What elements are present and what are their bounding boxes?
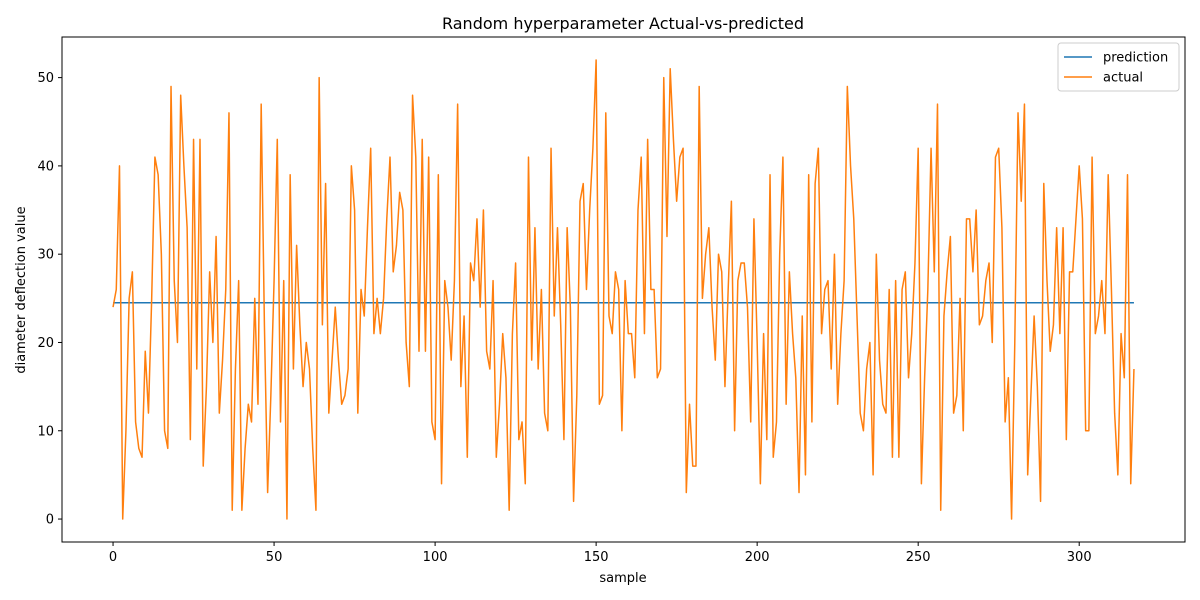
x-axis: 0 50 100 150 200 250 300 (109, 542, 1092, 565)
legend-label-prediction: prediction (1103, 51, 1168, 66)
y-tick-label: 20 (37, 336, 54, 351)
x-tick-label: 200 (745, 550, 770, 565)
chart-title: Random hyperparameter Actual-vs-predicte… (442, 14, 804, 33)
x-tick-label: 100 (423, 550, 448, 565)
y-tick-label: 10 (37, 424, 54, 439)
y-tick-label: 40 (37, 159, 54, 174)
x-tick-label: 50 (266, 550, 283, 565)
series-line-actual (112, 59, 1135, 520)
y-tick-label: 30 (37, 248, 54, 263)
y-tick-label: 50 (37, 71, 54, 86)
x-tick-label: 250 (906, 550, 931, 565)
y-tick-label: 0 (46, 513, 54, 528)
x-axis-label: sample (599, 571, 646, 586)
x-tick-label: 300 (1067, 550, 1092, 565)
x-tick-label: 150 (584, 550, 609, 565)
y-axis-label: diameter deflection value (14, 206, 29, 373)
legend-box (1057, 42, 1180, 92)
plot-area (112, 59, 1135, 520)
legend-label-actual: actual (1103, 71, 1143, 86)
x-tick-label: 0 (109, 550, 117, 565)
legend: prediction actual (1057, 42, 1180, 92)
plot-frame (61, 36, 1186, 543)
y-axis: 0 10 20 30 40 50 (37, 71, 62, 528)
